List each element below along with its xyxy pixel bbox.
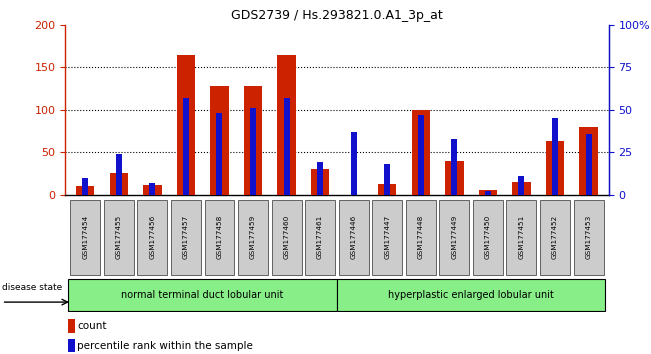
Bar bbox=[418, 115, 424, 195]
Bar bbox=[68, 319, 75, 333]
Bar bbox=[277, 55, 296, 195]
Bar bbox=[143, 184, 161, 195]
FancyBboxPatch shape bbox=[406, 200, 436, 275]
FancyBboxPatch shape bbox=[506, 200, 536, 275]
Bar bbox=[451, 139, 458, 195]
Bar bbox=[250, 108, 256, 195]
FancyBboxPatch shape bbox=[574, 200, 603, 275]
Bar bbox=[76, 186, 94, 195]
FancyBboxPatch shape bbox=[104, 200, 133, 275]
Bar bbox=[176, 55, 195, 195]
Text: normal terminal duct lobular unit: normal terminal duct lobular unit bbox=[122, 290, 284, 300]
FancyBboxPatch shape bbox=[337, 279, 605, 311]
Text: GSM177459: GSM177459 bbox=[250, 215, 256, 259]
Text: count: count bbox=[77, 321, 107, 331]
Text: GSM177448: GSM177448 bbox=[418, 215, 424, 259]
Bar bbox=[68, 339, 75, 353]
Text: GSM177460: GSM177460 bbox=[284, 215, 290, 259]
Text: GSM177454: GSM177454 bbox=[82, 215, 89, 259]
Bar bbox=[518, 176, 525, 195]
Bar bbox=[485, 191, 491, 195]
Text: disease state: disease state bbox=[1, 283, 62, 292]
Bar bbox=[512, 182, 531, 195]
Bar bbox=[478, 190, 497, 195]
FancyBboxPatch shape bbox=[204, 200, 234, 275]
Text: GSM177452: GSM177452 bbox=[552, 215, 558, 259]
Bar bbox=[82, 178, 89, 195]
Text: GSM177456: GSM177456 bbox=[149, 215, 156, 259]
FancyBboxPatch shape bbox=[473, 200, 503, 275]
Bar bbox=[579, 127, 598, 195]
Bar bbox=[243, 86, 262, 195]
Text: GSM177447: GSM177447 bbox=[384, 215, 390, 259]
Bar bbox=[311, 169, 329, 195]
FancyBboxPatch shape bbox=[439, 200, 469, 275]
Bar bbox=[149, 183, 156, 195]
Bar bbox=[351, 132, 357, 195]
FancyBboxPatch shape bbox=[171, 200, 201, 275]
Text: GSM177450: GSM177450 bbox=[485, 215, 491, 259]
Bar bbox=[216, 113, 223, 195]
FancyBboxPatch shape bbox=[540, 200, 570, 275]
Text: GSM177455: GSM177455 bbox=[116, 215, 122, 259]
FancyBboxPatch shape bbox=[271, 200, 301, 275]
Bar bbox=[116, 154, 122, 195]
Text: GSM177458: GSM177458 bbox=[216, 215, 223, 259]
Text: hyperplastic enlarged lobular unit: hyperplastic enlarged lobular unit bbox=[388, 290, 554, 300]
Bar bbox=[378, 184, 396, 195]
Bar bbox=[317, 162, 323, 195]
Bar bbox=[411, 110, 430, 195]
Bar bbox=[445, 161, 464, 195]
Bar bbox=[546, 141, 564, 195]
Bar bbox=[210, 86, 229, 195]
FancyBboxPatch shape bbox=[305, 200, 335, 275]
FancyBboxPatch shape bbox=[238, 200, 268, 275]
Text: GSM177449: GSM177449 bbox=[451, 215, 458, 259]
Text: percentile rank within the sample: percentile rank within the sample bbox=[77, 341, 253, 351]
Bar bbox=[109, 173, 128, 195]
FancyBboxPatch shape bbox=[68, 279, 337, 311]
Bar bbox=[284, 98, 290, 195]
Title: GDS2739 / Hs.293821.0.A1_3p_at: GDS2739 / Hs.293821.0.A1_3p_at bbox=[231, 9, 443, 22]
FancyBboxPatch shape bbox=[372, 200, 402, 275]
Text: GSM177457: GSM177457 bbox=[183, 215, 189, 259]
FancyBboxPatch shape bbox=[70, 200, 100, 275]
Bar bbox=[552, 118, 558, 195]
Text: GSM177446: GSM177446 bbox=[351, 215, 357, 259]
Bar bbox=[585, 133, 592, 195]
FancyBboxPatch shape bbox=[137, 200, 167, 275]
Text: GSM177453: GSM177453 bbox=[585, 215, 592, 259]
Text: GSM177461: GSM177461 bbox=[317, 215, 323, 259]
Bar bbox=[183, 98, 189, 195]
Bar bbox=[384, 164, 390, 195]
Text: GSM177451: GSM177451 bbox=[518, 215, 525, 259]
FancyBboxPatch shape bbox=[339, 200, 368, 275]
